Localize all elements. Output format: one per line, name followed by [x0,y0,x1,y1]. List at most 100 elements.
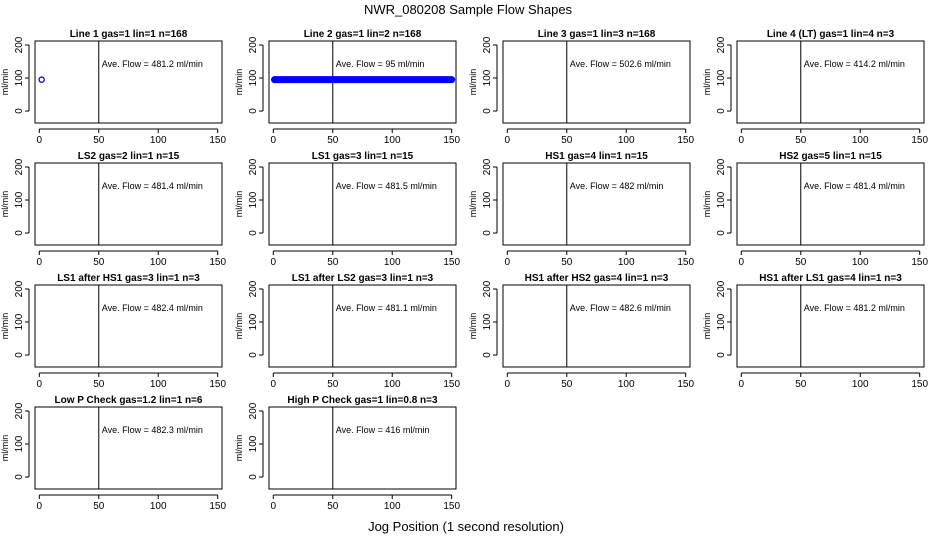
ave-flow-value: 416 [385,425,400,435]
x-tick-label: 50 [93,135,105,146]
y-axis: 0 100 200 ml/min [0,36,30,114]
x-axis: 0 50 100 150 [271,250,460,268]
y-axis: 0 100 200 ml/min [468,36,498,114]
x-tick-label: 0 [739,135,745,146]
panel-title: LS2 gas=2 lin=1 n=15 [78,151,180,162]
y-tick-label: 0 [482,230,493,236]
flow-panel: LS1 after HS1 gas=3 lin=1 n=3 0 50 100 150 0 1… [0,273,226,390]
data-point [446,76,453,83]
y-tick-label: 100 [716,191,727,208]
panel-title: HS1 after HS2 gas=4 lin=1 n=3 [525,273,669,284]
plot-frame [34,284,223,368]
ave-flow-prefix: Ave. Flow = [804,59,854,69]
data-point [329,76,337,83]
x-tick-label: 50 [93,257,105,268]
x-tick-label: 50 [795,257,807,268]
panel-title: Line 1 gas=1 lin=1 n=168 [70,29,188,40]
x-tick-label: 0 [739,257,745,268]
y-tick-label: 0 [14,108,25,114]
x-tick-label: 0 [505,379,511,390]
x-tick-label: 0 [37,257,43,268]
plot-frame [736,40,925,124]
data-point [437,76,445,83]
x-tick-label: 150 [209,135,226,146]
x-tick-label: 150 [443,379,460,390]
x-tick-label: 150 [677,379,694,390]
y-axis: 0 100 200 ml/min [234,280,264,358]
x-tick-label: 50 [795,379,807,390]
plot-frame [736,284,925,368]
x-tick-label: 100 [150,501,167,512]
x-tick-label: 50 [561,257,573,268]
x-tick-label: 150 [209,501,226,512]
x-axis: 0 50 100 150 [37,128,226,146]
y-tick-label: 0 [14,230,25,236]
data-point [354,76,361,83]
data-point [371,76,378,83]
flow-panel: LS1 gas=3 lin=1 n=15 0 50 100 150 0 100 200 ml/m… [234,151,460,268]
y-axis-label: ml/min [468,191,478,218]
ave-flow-annotation: Ave. Flow = 482.4 ml/min [102,303,203,313]
y-tick-label: 200 [716,36,727,53]
ave-flow-prefix: Ave. Flow = [570,181,620,191]
plot-frame [502,40,691,124]
data-point [287,76,295,83]
y-axis-label: ml/min [468,69,478,96]
x-tick-label: 0 [37,501,43,512]
panel-grid: Line 1 gas=1 lin=1 n=168 0 50 100 150 0 100 200… [0,29,928,512]
data-point [448,76,455,83]
data-point [387,76,395,83]
ave-flow-annotation: Ave. Flow = 481.4 ml/min [804,181,905,191]
y-axis: 0 100 200 ml/min [468,280,498,358]
data-point [412,76,420,83]
y-tick-label: 200 [482,158,493,175]
y-tick-label: 0 [482,108,493,114]
ave-flow-value: 482.3 [151,425,174,435]
x-tick-label: 0 [271,501,277,512]
flow-panel: Line 1 gas=1 lin=1 n=168 0 50 100 150 0 100 200… [0,29,226,146]
panel-title: LS1 gas=3 lin=1 n=15 [312,151,414,162]
ave-flow-prefix: Ave. Flow = [570,303,620,313]
data-point [362,76,370,83]
ave-flow-prefix: Ave. Flow = [804,181,854,191]
y-tick-label: 200 [248,280,259,297]
y-tick-label: 200 [14,402,25,419]
panel-title: Line 3 gas=1 lin=3 n=168 [538,29,656,40]
y-tick-label: 100 [482,191,493,208]
x-tick-label: 50 [795,135,807,146]
data-point [396,76,403,83]
y-tick-label: 100 [248,313,259,330]
flow-panel: HS2 gas=5 lin=1 n=15 0 50 100 150 0 100 200 ml/m… [702,151,928,268]
data-point [404,76,411,83]
flow-panel: HS1 after LS1 gas=4 lin=1 n=3 0 50 100 150 0 1… [702,273,928,390]
x-tick-label: 150 [677,135,694,146]
x-axis: 0 50 100 150 [37,250,226,268]
ave-flow-unit: ml/min [408,303,437,313]
ave-flow-annotation: Ave. Flow = 481.5 ml/min [336,181,437,191]
y-tick-label: 200 [248,36,259,53]
x-tick-label: 100 [150,379,167,390]
y-tick-label: 100 [482,313,493,330]
ave-flow-value: 481.5 [385,181,408,191]
y-axis: 0 100 200 ml/min [0,280,30,358]
y-axis: 0 100 200 ml/min [702,158,732,236]
ave-flow-unit: ml/min [642,59,671,69]
x-tick-label: 150 [911,379,928,390]
panel-title: Low P Check gas=1.2 lin=1 n=6 [55,395,203,406]
x-axis: 0 50 100 150 [37,372,226,390]
x-axis: 0 50 100 150 [739,250,928,268]
data-point [346,76,353,83]
panel-title: High P Check gas=1 lin=0.8 n=3 [287,395,438,406]
y-tick-label: 0 [14,474,25,480]
flow-panel: Line 3 gas=1 lin=3 n=168 0 50 100 150 0 100 200… [468,29,694,146]
y-tick-label: 100 [14,191,25,208]
y-tick-label: 100 [248,69,259,86]
data-point [321,76,328,83]
x-tick-label: 100 [384,501,401,512]
x-tick-label: 50 [327,135,339,146]
flow-panel: LS2 gas=2 lin=1 n=15 0 50 100 150 0 100 200 ml/m… [0,151,226,268]
flow-panel: LS1 after LS2 gas=3 lin=1 n=3 0 50 100 150 0 1… [234,273,460,390]
x-tick-label: 150 [209,257,226,268]
data-point [421,76,428,83]
